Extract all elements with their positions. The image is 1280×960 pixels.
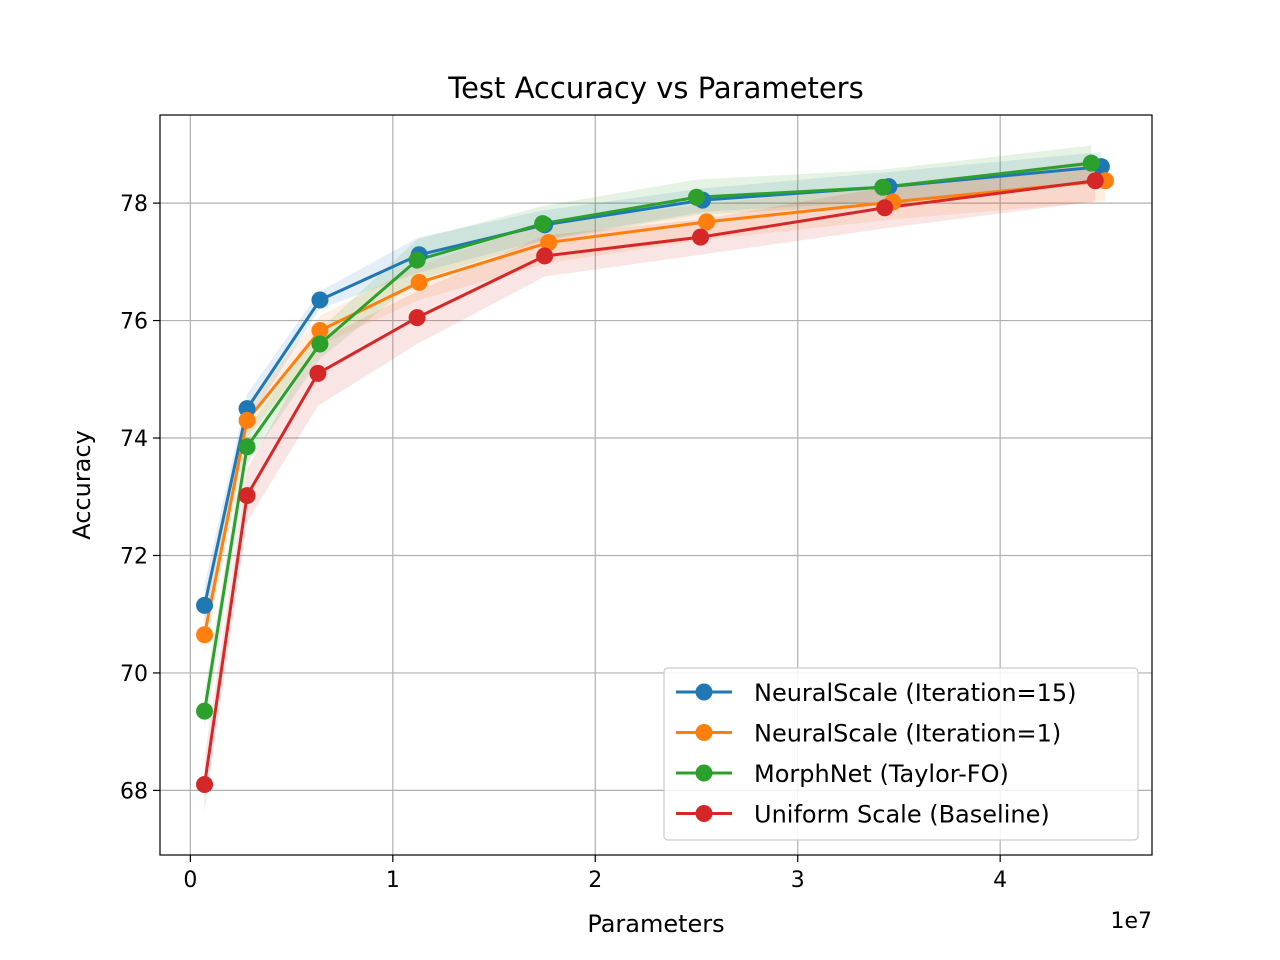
band-series-1: [204, 160, 1106, 656]
point-series-2: [534, 215, 552, 233]
line-series-2: [203, 161, 1092, 712]
point-series-3: [309, 364, 327, 382]
point-series-3: [196, 776, 214, 794]
point-series-0: [238, 400, 256, 418]
legend-entry-1: NeuralScale (Iteration=1): [676, 720, 1061, 748]
point-series-3: [536, 247, 554, 265]
legend-entry-0: NeuralScale (Iteration=15): [676, 679, 1077, 707]
legend-label: NeuralScale (Iteration=1): [754, 720, 1061, 748]
legend-entry-2: MorphNet (Taylor-FO): [676, 760, 1009, 788]
band-series-3: [204, 160, 1096, 811]
legend-label: NeuralScale (Iteration=15): [754, 679, 1077, 707]
x-tick-label: 2: [588, 868, 602, 893]
x-axis-offset-label: 1e7: [1110, 909, 1152, 934]
point-series-2: [311, 335, 329, 353]
legend-label: MorphNet (Taylor-FO): [754, 760, 1009, 788]
point-series-1: [540, 233, 558, 251]
axis-ticks: [153, 202, 1001, 862]
point-series-3: [1086, 172, 1104, 190]
plot-frame: [159, 114, 1153, 856]
point-series-2: [687, 188, 705, 206]
y-tick-labels: 68 70 72 74 76 78: [120, 192, 148, 804]
y-tick-label: 74: [120, 427, 148, 452]
x-tick-label: 1: [386, 868, 400, 893]
legend: NeuralScale (Iteration=15) NeuralScale (I…: [663, 667, 1139, 841]
y-tick-label: 76: [120, 310, 148, 335]
point-series-0: [196, 596, 214, 614]
point-series-1: [238, 411, 256, 429]
x-tick-labels: 0 1 2 3 4: [183, 868, 1007, 893]
point-series-3: [238, 487, 256, 505]
y-tick-label: 78: [120, 192, 148, 217]
point-series-2: [408, 251, 426, 269]
point-series-0: [311, 291, 329, 309]
chart-title: Test Accuracy vs Parameters: [447, 71, 863, 105]
point-series-2: [874, 178, 892, 196]
plot-area: [159, 114, 1153, 856]
y-tick-label: 70: [120, 662, 148, 687]
point-series-3: [876, 199, 894, 217]
legend-marker: [695, 805, 713, 822]
legend-marker: [695, 764, 713, 782]
x-tick-label: 4: [993, 868, 1007, 893]
x-tick-label: 3: [791, 868, 805, 893]
line-series-1: [203, 179, 1106, 636]
line-series-3: [203, 179, 1096, 785]
y-tick-label: 68: [120, 779, 148, 804]
point-series-1: [698, 213, 716, 231]
point-series-2: [196, 702, 214, 720]
y-tick-label: 72: [120, 544, 148, 569]
legend-marker: [695, 724, 713, 741]
point-series-1: [196, 626, 214, 644]
x-tick-label: 0: [183, 868, 197, 893]
series-points: [196, 154, 1114, 794]
x-axis-label: Parameters: [587, 910, 724, 938]
point-series-1: [311, 322, 329, 340]
legend-box: [663, 667, 1139, 841]
legend-marker: [695, 683, 713, 701]
point-series-3: [408, 309, 426, 327]
series-lines: [203, 161, 1106, 785]
point-series-3: [692, 228, 710, 246]
legend-label: Uniform Scale (Baseline): [754, 801, 1050, 829]
point-series-2: [1082, 154, 1100, 172]
y-axis-label: Accuracy: [68, 430, 96, 540]
confidence-bands: [204, 145, 1106, 811]
point-series-1: [410, 273, 428, 291]
legend-entry-3: Uniform Scale (Baseline): [676, 801, 1050, 829]
point-series-2: [238, 438, 256, 456]
